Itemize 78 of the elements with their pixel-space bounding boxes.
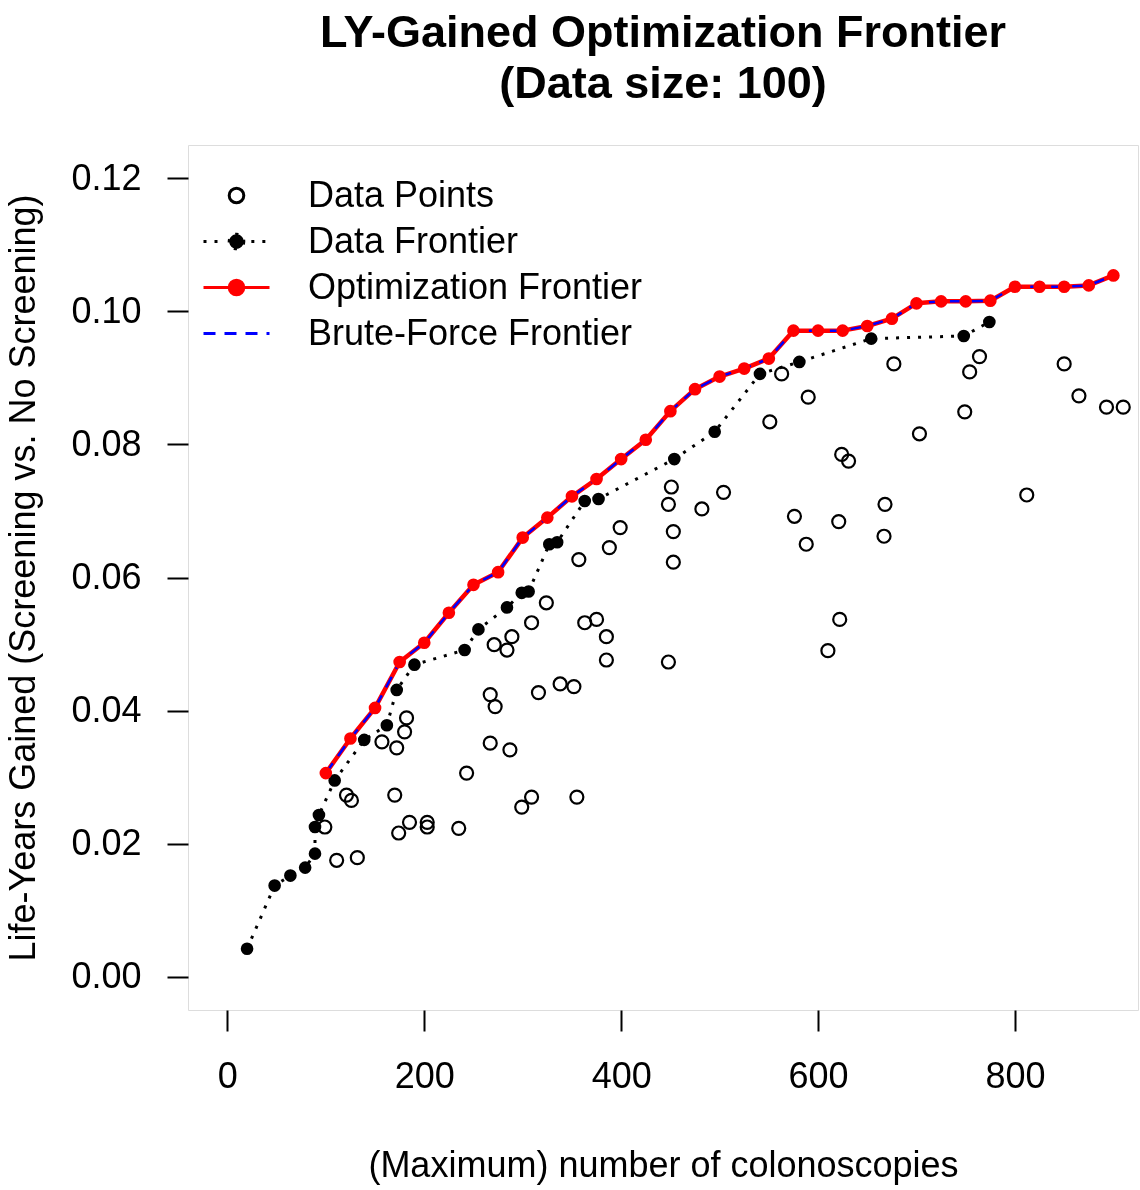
point	[787, 324, 800, 337]
point	[590, 472, 603, 486]
point	[910, 297, 923, 310]
point	[472, 623, 485, 636]
y-tick-label: 0.06	[71, 556, 142, 597]
point	[1033, 280, 1046, 294]
point	[713, 370, 726, 383]
x-tick-label: 200	[394, 1054, 455, 1096]
point	[467, 578, 480, 592]
point	[753, 367, 767, 381]
point	[390, 683, 404, 697]
point	[984, 294, 997, 308]
legend-label: Brute-Force Frontier	[308, 311, 633, 353]
point	[1057, 280, 1071, 294]
point	[380, 718, 394, 732]
point	[959, 295, 973, 308]
point	[592, 492, 605, 506]
point	[614, 452, 628, 466]
point	[368, 701, 382, 715]
point	[284, 869, 297, 882]
point	[541, 511, 554, 524]
point	[934, 295, 948, 308]
point	[458, 643, 471, 657]
point	[516, 531, 530, 544]
point	[578, 494, 592, 508]
y-tick-label: 0.02	[71, 822, 142, 864]
point	[491, 565, 505, 579]
point	[393, 655, 406, 669]
x-tick-label: 800	[985, 1054, 1046, 1096]
y-tick-label: 0.04	[71, 689, 142, 731]
point	[328, 774, 342, 787]
point	[442, 606, 456, 620]
legend-label: Optimization Frontier	[308, 265, 643, 307]
legend-label: Data Frontier	[308, 219, 519, 261]
point	[668, 452, 681, 466]
point	[550, 535, 564, 549]
x-tick-label: 600	[788, 1054, 849, 1096]
y-tick-label: 0.08	[71, 422, 142, 464]
point	[1107, 269, 1120, 282]
x-axis-title: (Maximum) number of colonoscopies	[368, 1143, 959, 1185]
point	[762, 352, 776, 365]
point	[811, 324, 825, 337]
point	[664, 404, 677, 418]
point	[417, 636, 431, 650]
point	[860, 319, 874, 333]
y-tick-label: 0.10	[71, 289, 142, 331]
point	[312, 808, 326, 822]
y-axis-title: Life-Years Gained (Screening vs. No Screening)	[2, 194, 44, 962]
point	[308, 847, 322, 860]
point	[737, 362, 751, 375]
point	[240, 942, 254, 956]
legend-label: Data Points	[308, 173, 495, 215]
y-tick-label: 0.00	[71, 955, 142, 997]
y-tick-label: 0.12	[71, 156, 142, 198]
point	[500, 601, 514, 614]
point	[708, 425, 722, 439]
point	[268, 879, 281, 892]
chart-subtitle: (Data size: 100)	[499, 57, 827, 108]
x-tick-label: 0	[217, 1054, 238, 1096]
point	[793, 355, 806, 369]
point	[344, 732, 357, 745]
point	[864, 332, 878, 345]
point	[408, 658, 421, 671]
point	[1082, 279, 1096, 292]
point	[957, 329, 971, 343]
point	[298, 861, 312, 874]
x-tick-label: 400	[591, 1054, 652, 1096]
point	[885, 312, 899, 325]
point	[308, 820, 322, 834]
point	[983, 315, 996, 329]
point	[357, 733, 371, 747]
point	[836, 324, 849, 337]
point	[319, 766, 333, 780]
chart-title: LY-Gained Optimization Frontier	[320, 6, 1006, 57]
point	[639, 433, 653, 447]
point	[565, 490, 579, 503]
point	[1008, 280, 1022, 294]
point	[688, 382, 702, 396]
